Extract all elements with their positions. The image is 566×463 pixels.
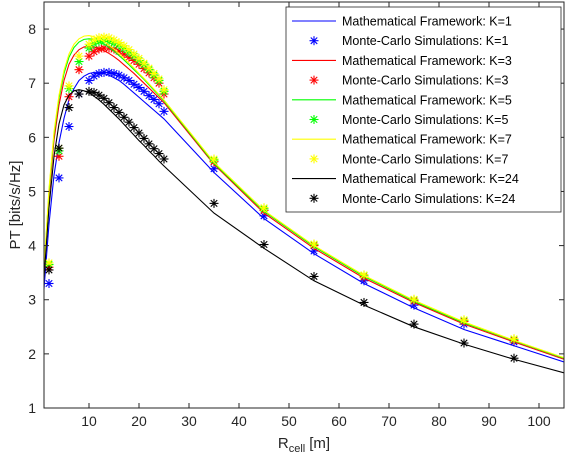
axis-layer: 10 20 30 40 50 60 70 80 90 100 1 2 3 4 5 6 7 8 — [28, 2, 564, 429]
data-point — [309, 271, 319, 281]
y-tick-label: 8 — [28, 21, 36, 37]
x-tick-label: 100 — [527, 413, 551, 429]
series-line-2 — [44, 45, 564, 360]
data-point — [144, 91, 154, 101]
legend-swatch-marker — [309, 154, 319, 164]
data-point — [44, 278, 54, 288]
legend-label: Mathematical Framework: K=1 — [342, 15, 512, 29]
y-tick-label: 1 — [28, 400, 36, 416]
data-point — [124, 75, 134, 85]
data-point — [259, 240, 269, 250]
data-point — [64, 81, 74, 91]
x-axis-label: Rcell [m] — [278, 435, 330, 455]
y-tick-label: 4 — [28, 238, 36, 254]
data-point — [409, 319, 419, 329]
series-line-6 — [44, 35, 564, 359]
series-markers-1 — [44, 67, 519, 347]
legend-label: Monte-Carlo Simulations: K=3 — [342, 74, 508, 88]
data-point — [114, 38, 124, 48]
legend-label: Mathematical Framework: K=3 — [342, 54, 512, 68]
data-point — [54, 173, 64, 183]
legend-label: Monte-Carlo Simulations: K=5 — [342, 113, 508, 127]
plot-frame — [43, 1, 565, 409]
data-point — [119, 41, 129, 51]
x-tick-label: 10 — [81, 413, 97, 429]
data-point — [134, 83, 144, 93]
y-tick-label: 2 — [28, 346, 36, 362]
data-point — [64, 103, 74, 113]
x-tick-label: 20 — [131, 413, 147, 429]
data-point — [459, 315, 469, 325]
data-point — [84, 39, 94, 49]
data-point — [159, 85, 169, 95]
x-axis-label-unit: [m] — [309, 435, 330, 452]
legend-label: Monte-Carlo Simulations: K=7 — [342, 152, 508, 166]
y-tick-label: 6 — [28, 129, 36, 145]
legend-swatch-marker — [309, 115, 319, 124]
data-point — [159, 154, 169, 164]
data-point — [209, 164, 219, 174]
x-tick-label: 90 — [481, 413, 497, 429]
series-markers-9 — [44, 86, 519, 363]
x-tick-label: 70 — [381, 413, 397, 429]
x-tick-label: 60 — [331, 413, 347, 429]
y-tick-label: 3 — [28, 292, 36, 308]
data-point — [64, 92, 74, 102]
legend-swatch-marker — [309, 75, 319, 85]
data-point — [409, 294, 419, 304]
x-tick-label: 30 — [181, 413, 197, 429]
data-point — [44, 265, 54, 275]
x-tick-label: 80 — [431, 413, 447, 429]
y-tick-label: 5 — [28, 183, 36, 199]
legend-label: Monte-Carlo Simulations: K=24 — [342, 192, 515, 206]
data-point — [149, 68, 159, 78]
series-line-4 — [44, 38, 564, 359]
legend-label: Monte-Carlo Simulations: K=1 — [342, 34, 508, 48]
data-point — [509, 334, 519, 344]
data-point — [509, 353, 519, 363]
series-layer — [44, 32, 564, 374]
data-point — [359, 270, 369, 280]
y-tick-label: 7 — [28, 75, 36, 91]
data-point — [309, 246, 319, 256]
data-point — [74, 65, 84, 75]
legend-label: Mathematical Framework: K=7 — [342, 133, 512, 147]
data-point — [209, 198, 219, 208]
data-point — [74, 51, 84, 61]
data-point — [74, 89, 84, 99]
data-point — [459, 338, 469, 348]
x-axis-label-subscript: cell — [289, 443, 306, 455]
legend: Mathematical Framework: K=1 Monte-Carlo S… — [285, 6, 562, 213]
legend-label: Mathematical Framework: K=5 — [342, 93, 512, 107]
legend-label: Mathematical Framework: K=24 — [342, 172, 519, 186]
data-point — [154, 99, 164, 109]
data-point — [129, 79, 139, 89]
data-point — [359, 297, 369, 307]
x-tick-label: 50 — [281, 413, 297, 429]
data-point — [64, 122, 74, 132]
data-point — [94, 90, 104, 100]
data-point — [154, 74, 164, 84]
legend-box — [285, 6, 562, 213]
data-point — [54, 143, 64, 153]
y-axis-label: PT [bits/s/Hz] — [7, 161, 24, 250]
x-axis-label-main: R — [278, 435, 289, 452]
data-point — [259, 203, 269, 213]
data-point — [309, 239, 319, 249]
x-tick-label: 40 — [231, 413, 247, 429]
legend-swatch-marker — [309, 193, 319, 203]
series-line-8 — [44, 89, 564, 374]
data-point — [159, 106, 169, 116]
data-point — [209, 154, 219, 164]
legend-swatch-marker — [309, 36, 319, 46]
